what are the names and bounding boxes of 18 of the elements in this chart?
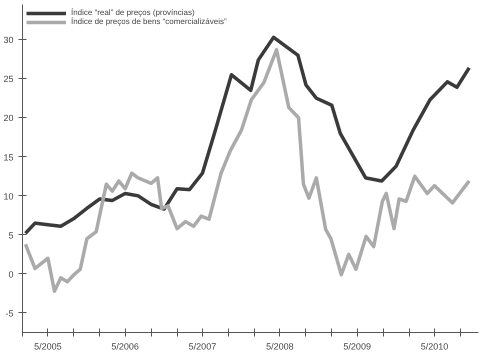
y-tick-label: -5 — [6, 308, 14, 318]
legend-label: Índice “real” de preços (províncias) — [71, 8, 195, 17]
y-tick-label: 15 — [3, 152, 14, 162]
y-tick-label: 0 — [8, 269, 14, 280]
y-tick-label: 30 — [3, 35, 14, 46]
y-tick-label: 5 — [8, 230, 14, 240]
legend-label: Índice de preços de bens “comercializáveis” — [71, 17, 227, 26]
x-tick-label: 5/2006 — [111, 342, 139, 352]
x-tick-label: 5/2005 — [34, 342, 62, 352]
x-tick-label: 5/2010 — [420, 342, 448, 352]
y-tick-label: 20 — [3, 113, 14, 124]
y-tick-label: 25 — [3, 74, 14, 84]
x-tick-label: 5/2007 — [188, 342, 216, 352]
x-tick-label: 5/2008 — [266, 342, 294, 352]
line-series — [24, 48, 471, 293]
y-tick-label: 10 — [3, 191, 14, 202]
x-tick-label: 5/2009 — [343, 342, 371, 352]
line-series — [24, 36, 471, 236]
